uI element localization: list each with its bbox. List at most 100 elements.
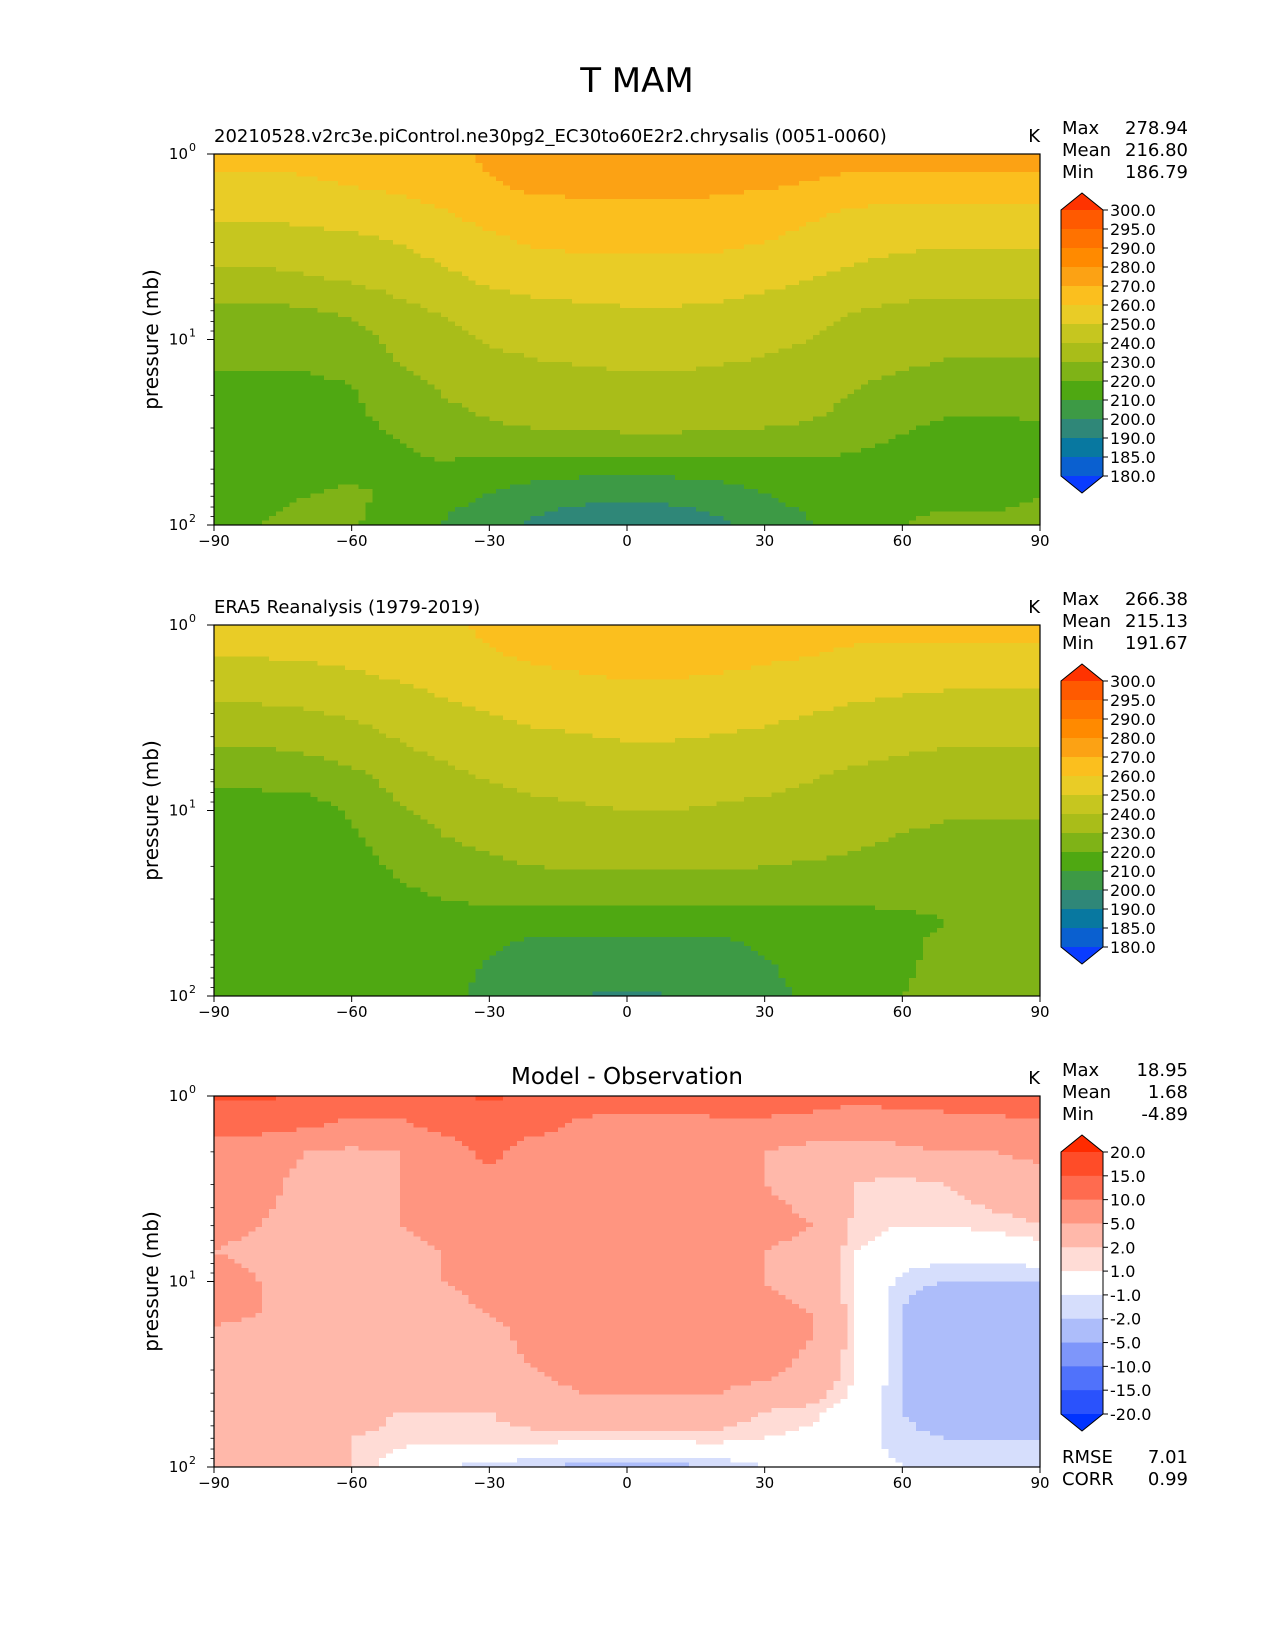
contour-cell (386, 303, 394, 309)
contour-cell (613, 199, 621, 205)
contour-cell (668, 330, 676, 336)
contour-cell (702, 226, 711, 232)
contour-cell (778, 285, 786, 291)
contour-cell (709, 262, 718, 268)
contour-cell (372, 217, 380, 223)
contour-cell (647, 276, 656, 282)
contour-cell (978, 334, 986, 341)
contour-cell (826, 267, 835, 273)
contour-cell (489, 221, 497, 227)
contour-cell (558, 226, 566, 232)
contour-cell (255, 289, 263, 295)
contour-cell (379, 258, 387, 264)
contour-cell (922, 289, 931, 295)
contour-cell (413, 298, 422, 304)
contour-cell (241, 285, 250, 291)
contour-cell (489, 267, 497, 273)
contour-cell (324, 253, 332, 259)
contour-cell (427, 208, 435, 214)
contour-cell (627, 289, 635, 295)
contour-cell (819, 271, 828, 277)
contour-cell (764, 235, 773, 241)
contour-cell (592, 325, 601, 332)
contour-cell (234, 217, 243, 223)
contour-cell (709, 163, 718, 169)
contour-cell (227, 285, 236, 291)
contour-cell (324, 289, 332, 295)
contour-cell (289, 208, 298, 214)
contour-cell (847, 316, 855, 322)
contour-cell (441, 276, 449, 282)
contour-cell (881, 262, 890, 268)
contour-cell (606, 321, 614, 327)
contour-cell (523, 212, 532, 218)
contour-cell (482, 163, 490, 169)
contour-cell (964, 176, 972, 182)
contour-cell (372, 307, 380, 313)
contour-cell (785, 294, 793, 300)
contour-cell (365, 208, 373, 214)
contour-cell (613, 330, 621, 336)
contour-cell (413, 262, 422, 268)
contour-cell (709, 303, 718, 309)
contour-cell (675, 258, 683, 264)
contour-cell (537, 190, 545, 196)
contour-cell (812, 199, 821, 205)
contour-cell (661, 249, 669, 255)
contour-cell (482, 194, 490, 200)
contour-cell (551, 167, 559, 173)
contour-cell (317, 235, 325, 241)
contour-cell (613, 235, 621, 241)
contour-cell (372, 258, 380, 264)
contour-cell (950, 312, 958, 318)
contour-cell (675, 163, 683, 169)
contour-cell (427, 154, 435, 160)
contour-cell (592, 176, 601, 182)
contour-cell (647, 334, 656, 341)
contour-cell (489, 199, 497, 205)
contour-cell (386, 217, 394, 223)
contour-cell (372, 226, 380, 232)
contour-cell (303, 276, 311, 282)
contour-cell (633, 239, 642, 246)
contour-cell (255, 208, 263, 214)
contour-cell (812, 194, 821, 200)
contour-cell (819, 158, 828, 164)
contour-cell (909, 298, 917, 304)
contour-cell (537, 289, 545, 295)
contour-cell (351, 221, 360, 227)
contour-cell (234, 235, 243, 241)
contour-cell (1019, 226, 1027, 232)
contour-cell (585, 262, 594, 268)
contour-cell (785, 221, 793, 227)
contour-cell (702, 253, 711, 259)
contour-cell (324, 339, 332, 345)
contour-cell (489, 176, 497, 182)
contour-cell (1019, 203, 1027, 209)
contour-cell (874, 262, 883, 268)
contour-cell (406, 253, 415, 259)
contour-cell (1019, 217, 1027, 223)
contour-cell (984, 267, 993, 273)
contour-cell (399, 239, 408, 246)
contour-cell (413, 208, 422, 214)
contour-cell (482, 276, 490, 282)
contour-cell (269, 271, 277, 277)
contour-cell (351, 253, 360, 259)
contour-cell (1026, 244, 1034, 250)
contour-cell (902, 221, 910, 227)
contour-cell (275, 285, 284, 291)
contour-cell (688, 312, 697, 318)
contour-cell (503, 208, 511, 214)
contour-cell (420, 294, 428, 300)
contour-cell (454, 253, 463, 259)
contour-cell (344, 312, 353, 318)
contour-cell (523, 276, 532, 282)
contour-cell (620, 181, 628, 187)
contour-cell (998, 221, 1007, 227)
contour-cell (482, 330, 490, 336)
contour-cell (1019, 253, 1027, 259)
contour-cell (489, 235, 497, 241)
contour-cell (441, 230, 449, 237)
contour-cell (957, 217, 965, 223)
